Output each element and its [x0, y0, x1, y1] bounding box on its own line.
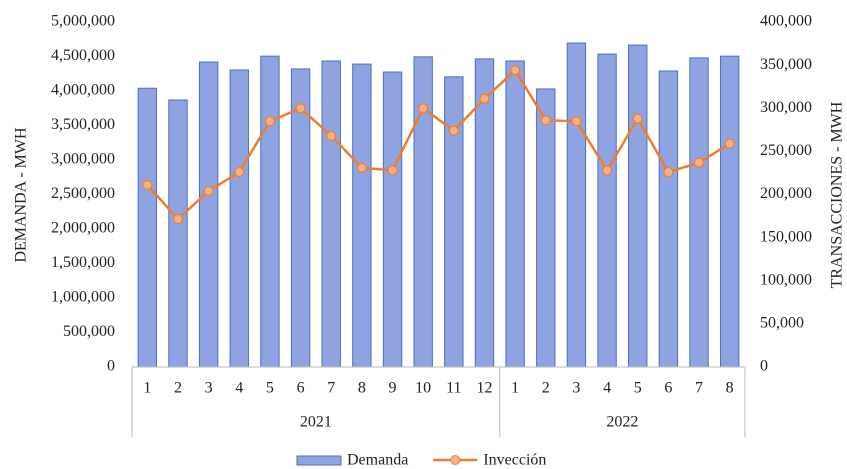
x-tick-label: 1: [511, 380, 519, 397]
y-tick-label: 4,000,000: [51, 82, 115, 99]
y-tick-label: 100,000: [760, 271, 812, 288]
bar: [198, 61, 219, 368]
marker: [326, 130, 337, 141]
marker: [418, 103, 429, 114]
bar: [628, 44, 648, 368]
x-tick-label: 10: [415, 380, 431, 397]
y-tick-label: 3,500,000: [51, 116, 115, 133]
bar: [597, 53, 617, 368]
legend-label: Demanda: [347, 452, 408, 469]
y2-axis-label: TRANSACCIONES - MWH: [829, 101, 846, 288]
x-tick-label: 5: [634, 380, 642, 397]
marker: [356, 162, 367, 173]
legend-swatch: [450, 455, 461, 465]
x-tick-label: 4: [603, 380, 611, 397]
y-tick-label: 2,000,000: [51, 220, 115, 237]
y-tick-label: 50,000: [760, 315, 804, 332]
x-tick-label: 9: [389, 380, 397, 397]
bar: [168, 99, 188, 368]
x-tick-label: 3: [205, 380, 213, 397]
y-tick-label: 4,500,000: [51, 47, 115, 64]
y-tick-label: 300,000: [760, 99, 812, 116]
y-tick-label: 2,500,000: [51, 185, 115, 202]
marker: [172, 213, 184, 225]
bar: [536, 88, 556, 368]
y-tick-label: 1,500,000: [51, 254, 115, 271]
y-tick-label: 0: [760, 358, 768, 375]
bar: [137, 87, 158, 368]
y-tick-label: 5,000,000: [51, 13, 115, 30]
y-tick-label: 350,000: [760, 56, 812, 73]
x-tick-label: 11: [446, 380, 461, 397]
x-tick-label: 4: [235, 380, 243, 397]
bar: [444, 76, 464, 368]
x-tick-label: 7: [695, 380, 703, 397]
y-axis-label: DEMANDA - MWH: [13, 127, 30, 263]
x-tick-label: 1: [143, 380, 151, 397]
x-tick-label: 6: [297, 380, 305, 397]
y-tick-label: 500,000: [63, 323, 115, 340]
x-tick-label: 6: [664, 380, 672, 397]
bar: [321, 60, 341, 368]
y-tick-label: 400,000: [760, 13, 812, 30]
marker: [234, 166, 245, 178]
x-tick-label: 12: [476, 380, 492, 397]
legend-swatch: [296, 455, 342, 466]
y-tick-label: 3,000,000: [51, 151, 115, 168]
x-tick-label: 2: [174, 380, 182, 397]
y-tick-label: 200,000: [760, 185, 812, 202]
marker: [632, 113, 643, 124]
bar: [229, 69, 249, 368]
y-tick-label: 250,000: [760, 142, 812, 159]
marker: [479, 93, 490, 104]
bar: [382, 71, 403, 368]
x-tick-label: 5: [266, 380, 274, 397]
bar: [689, 57, 709, 368]
marker: [448, 125, 459, 136]
marker: [264, 116, 276, 127]
group-label: 2021: [300, 414, 332, 431]
marker: [142, 179, 153, 191]
bar: [352, 63, 372, 368]
y-tick-label: 0: [107, 358, 115, 375]
bar: [566, 42, 587, 368]
x-tick-label: 8: [358, 380, 366, 397]
legend-label: Invección: [483, 452, 546, 469]
bar: [505, 60, 525, 368]
y-tick-label: 150,000: [760, 228, 812, 245]
x-tick-label: 3: [572, 380, 580, 397]
marker: [295, 103, 306, 114]
marker: [387, 165, 398, 176]
y-tick-label: 1,000,000: [51, 289, 115, 306]
x-tick-label: 7: [327, 380, 335, 397]
marker: [203, 185, 214, 197]
x-tick-label: 2: [542, 380, 550, 397]
bar: [260, 55, 280, 368]
marker: [540, 115, 551, 126]
marker: [724, 138, 735, 149]
marker: [693, 157, 705, 168]
marker: [571, 116, 582, 127]
marker: [663, 166, 674, 178]
marker: [601, 165, 613, 176]
group-label: 2022: [606, 414, 638, 431]
bar: [658, 70, 679, 368]
line: [146, 68, 731, 221]
x-tick-label: 8: [726, 380, 734, 397]
bar: [719, 55, 740, 368]
marker: [510, 65, 521, 76]
